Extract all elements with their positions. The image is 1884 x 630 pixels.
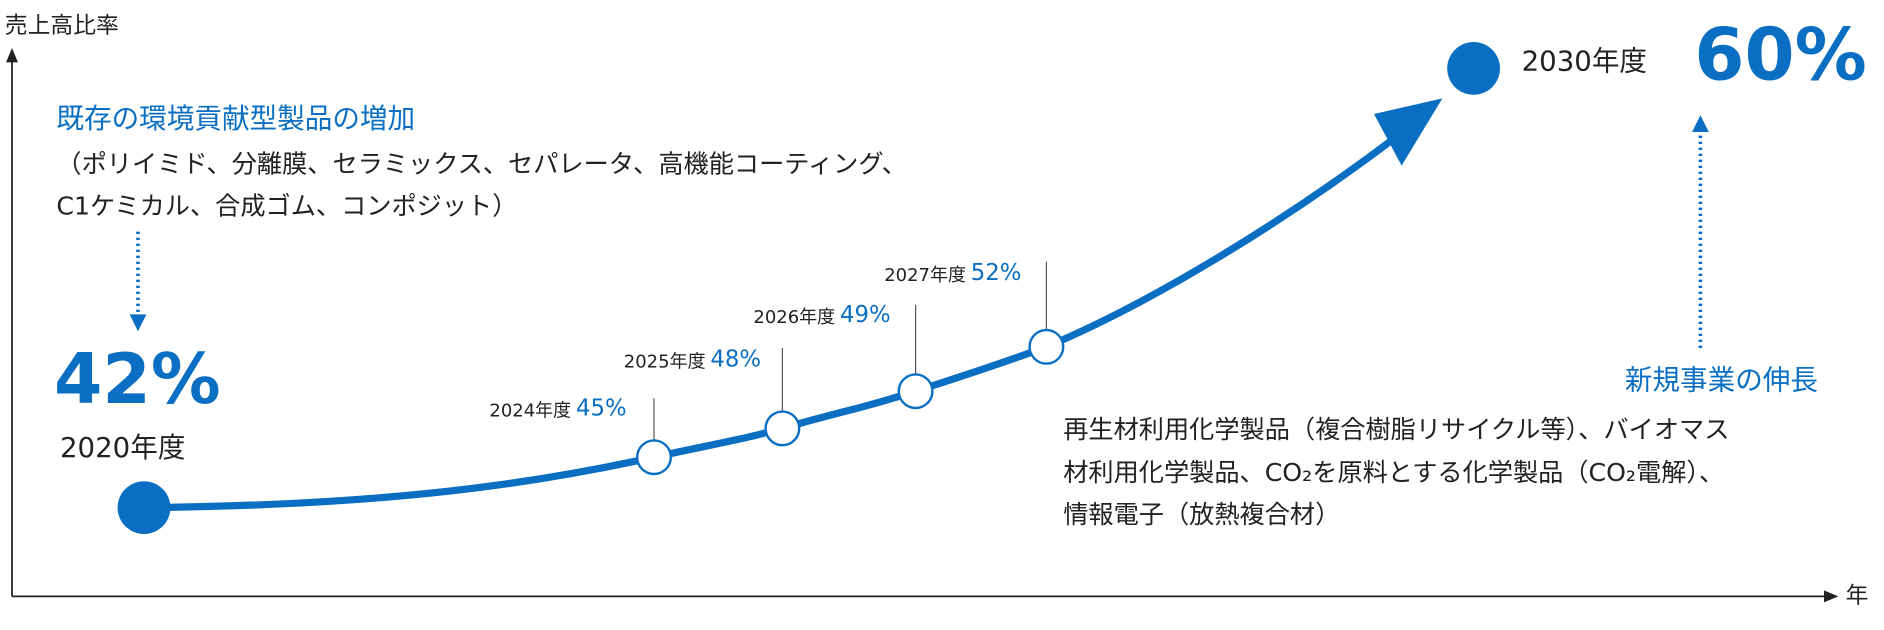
milestone-value: 52% [971,260,1022,286]
milestone-dot [764,410,801,447]
right-note-line: 材利用化学製品、CO₂を原料とする化学製品（CO₂電解）、 [1063,458,1724,487]
milestone-year: 2025年度 [624,351,706,372]
right-note-title: 新規事業の伸長 [1625,364,1818,397]
milestone-year: 2027年度 [884,265,966,286]
milestone-dot [897,373,934,410]
y-axis-arrow [6,48,18,63]
start-dot [117,481,171,534]
left-note-line: （ポリイミド、分離膜、セラミックス、セパレータ、高機能コーティング、 [56,150,907,179]
y-axis-label: 売上高比率 [5,13,119,39]
milestone-dot [1028,328,1065,365]
curve-arrowhead [1374,98,1443,166]
end-value: 60% [1694,13,1866,97]
milestone-year: 2024年度 [489,401,571,422]
left-note-line: C1ケミカル、合成ゴム、コンポジット） [56,192,517,221]
milestone-value: 45% [576,396,627,422]
left-note-title: 既存の環境貢献型製品の増加 [56,102,415,135]
milestone-value: 49% [840,302,891,328]
growth-curve [143,132,1401,512]
x-axis-label: 年 [1846,583,1869,609]
dotted-arrow-head [1692,115,1709,132]
milestone-dot [636,439,672,476]
start-value: 42% [54,339,221,420]
dotted-arrow-head [129,314,147,332]
end-label: 2030年度 [1522,44,1647,77]
end-dot [1447,42,1500,95]
start-label: 2020年度 [60,431,185,464]
milestone-value: 48% [710,347,761,373]
x-axis-arrow [1824,590,1839,603]
milestone-year: 2026年度 [753,307,835,328]
right-note-line: 再生材利用化学製品（複合樹脂リサイクル等）、バイオマス [1063,415,1729,444]
right-note-line: 情報電子（放熱複合材） [1063,500,1340,529]
